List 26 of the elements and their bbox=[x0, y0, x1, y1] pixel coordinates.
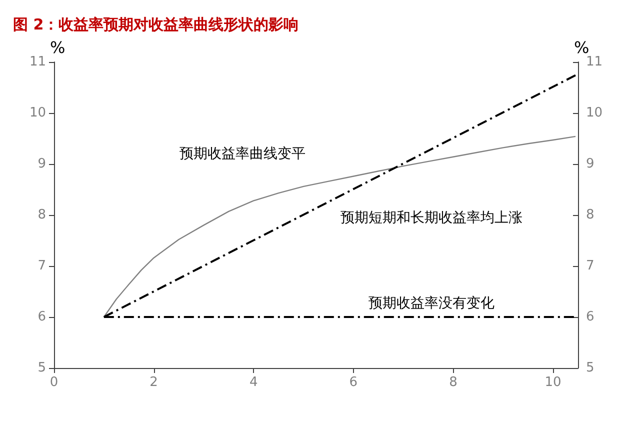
x-tick-label: 6 bbox=[349, 375, 358, 390]
annotation: 预期收益率没有变化 bbox=[368, 296, 494, 312]
y2-tick-label: 7 bbox=[586, 258, 594, 274]
y-axis-title: % bbox=[50, 38, 66, 58]
x-tick-label: 8 bbox=[449, 375, 458, 390]
y2-tick-label: 9 bbox=[586, 156, 594, 172]
y-tick-label: 5 bbox=[38, 360, 46, 376]
y-tick-label: 9 bbox=[38, 156, 46, 172]
x-tick-label: 0 bbox=[50, 375, 58, 390]
x-tick-label: 2 bbox=[150, 375, 158, 390]
x-tick-label: 10 bbox=[544, 375, 562, 390]
y2-tick-label: 8 bbox=[586, 208, 594, 222]
y2-tick-label: 10 bbox=[586, 106, 603, 120]
y-tick-label: 8 bbox=[38, 208, 46, 222]
annotation: 预期短期和长期收益率均上涨 bbox=[340, 210, 522, 226]
y-tick-label: 11 bbox=[29, 54, 46, 70]
y2-tick-label: 11 bbox=[586, 54, 603, 70]
y2-tick-label: 5 bbox=[586, 360, 594, 376]
y-tick-label: 10 bbox=[29, 106, 46, 120]
y2-tick-label: 6 bbox=[586, 310, 594, 324]
x-tick-label: 4 bbox=[249, 375, 258, 390]
annotation: 预期收益率曲线变平 bbox=[180, 146, 306, 162]
y-tick-label: 7 bbox=[38, 258, 46, 274]
chart-title: 图 2：收益率预期对收益率曲线形状的影响 bbox=[13, 16, 299, 34]
y2-axis-title: % bbox=[574, 38, 590, 58]
y-tick-label: 6 bbox=[38, 310, 46, 324]
